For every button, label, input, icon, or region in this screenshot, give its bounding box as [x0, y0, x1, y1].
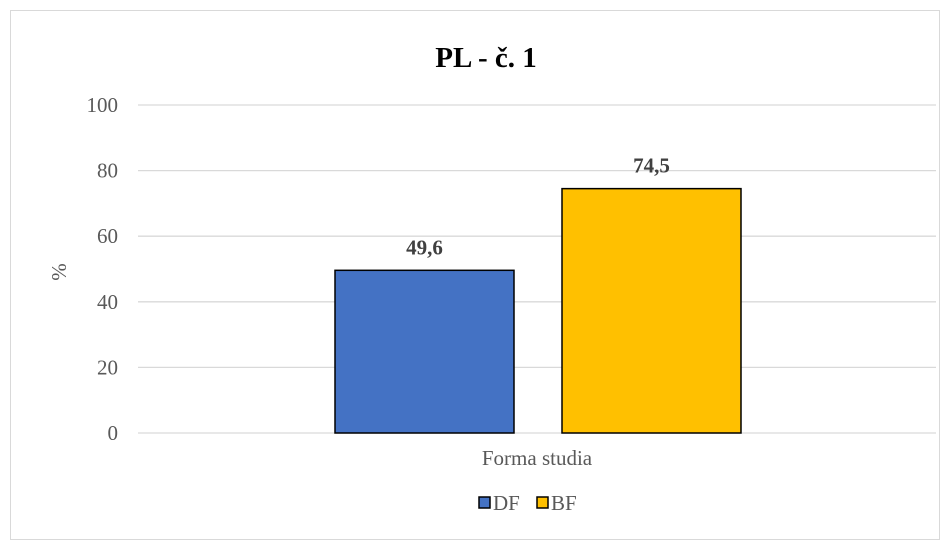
- y-tick-label: 60: [97, 224, 118, 248]
- y-tick-label: 0: [108, 421, 119, 445]
- y-tick-label: 80: [97, 159, 118, 183]
- bar-df: [334, 269, 515, 434]
- y-tick-label: 20: [97, 355, 118, 379]
- gridlines: [138, 104, 936, 434]
- bars: [334, 187, 742, 434]
- legend-swatch-bf: [536, 496, 549, 509]
- y-tick-label: 100: [87, 93, 119, 117]
- y-axis-label: %: [47, 263, 71, 281]
- legend-label-bf: BF: [551, 491, 577, 515]
- legend-swatch-df: [478, 496, 491, 509]
- legend-label-df: DF: [493, 491, 520, 515]
- data-label-bf: 74,5: [633, 154, 670, 178]
- data-labels: 49,6 74,5: [406, 154, 670, 260]
- y-axis-ticks: 0 20 40 60 80 100: [87, 93, 119, 445]
- bar-bf: [561, 187, 742, 434]
- x-axis-label: Forma studia: [482, 446, 593, 470]
- chart-title: PL - č. 1: [435, 42, 537, 74]
- legend: DF BF: [478, 491, 577, 515]
- data-label-df: 49,6: [406, 235, 443, 259]
- y-tick-label: 40: [97, 290, 118, 314]
